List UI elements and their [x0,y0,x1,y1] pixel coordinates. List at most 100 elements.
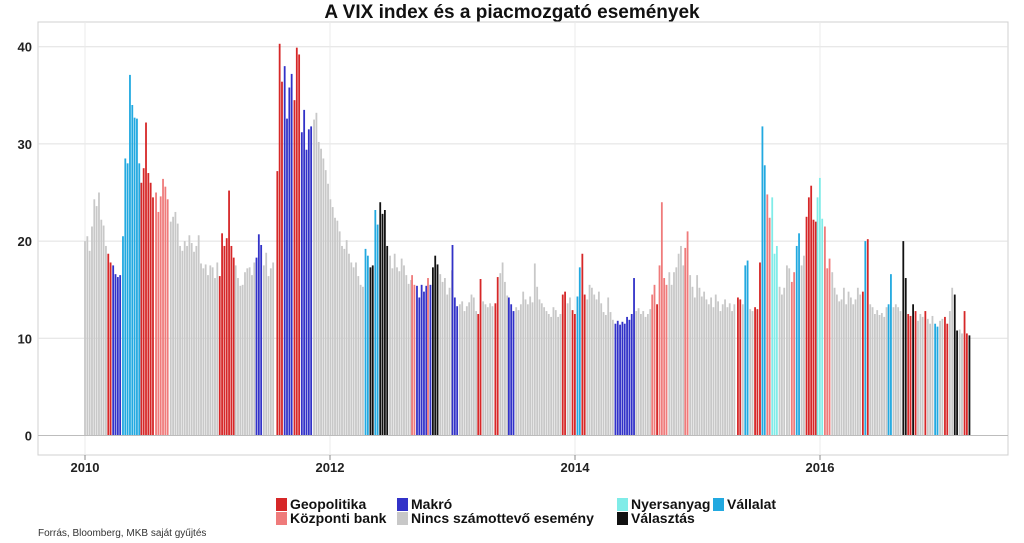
vix-bar [403,265,405,436]
vix-bar [350,262,353,436]
vix-bar [429,284,432,436]
vix-bar-chart: 0 10 20 30 40 2010 2012 2014 2016 [18,21,1009,475]
legend-swatch-geopolitika [276,497,287,511]
vix-bar [578,267,581,436]
vix-bar [576,296,579,436]
vix-bar [300,132,303,436]
vix-bar [446,294,449,436]
vix-bar [814,221,817,436]
vix-bar [583,294,586,436]
vix-bar [336,220,339,436]
vix-bar [807,197,810,436]
vix-bar [324,170,327,436]
vix-bar [778,286,781,436]
vix-bar [468,302,471,436]
vix-bar [234,265,237,436]
vix-bar [288,87,291,436]
vix-bar [410,279,412,436]
legend-swatch-kozponti-bank [276,511,287,525]
vix-bar [357,276,360,436]
vix-bar [965,333,968,436]
vix-bar [155,192,157,436]
vix-bar [458,304,461,436]
vix-bar [828,258,831,436]
vix-bar [914,311,917,436]
vix-bar [257,234,260,436]
vix-bar [649,309,652,436]
vix-bar [124,158,127,436]
vix-bar [847,291,850,436]
vix-bar [269,268,272,436]
vix-bar [278,43,281,436]
vix-bar [800,265,803,436]
vix-bar [453,297,456,436]
vix-bar [600,303,603,436]
vix-bar [569,297,571,436]
vix-bar [885,307,888,436]
source-note: Forrás, Bloomberg, MKB saját gyűjtés [38,528,207,539]
vix-bar [470,294,473,436]
vix-bar [826,268,829,436]
vix-bar [465,306,468,436]
vix-bar [479,279,482,436]
vix-bar [441,281,444,436]
vix-bar [407,283,410,436]
vix-bar [963,311,966,436]
vix-bar [494,303,497,436]
vix-bar [607,297,610,436]
vix-bar [831,272,834,436]
x-tick-label: 2010 [71,460,100,475]
vix-bar [211,267,214,436]
vix-bar [805,216,808,436]
vix-bar [929,323,932,436]
legend-swatch-vallalat [713,497,724,511]
vix-bar [958,329,961,436]
vix-bar [591,287,593,436]
vix-bar [883,316,886,436]
vix-bar [540,303,543,436]
vix-bar [241,284,244,436]
legend-label-nincs: Nincs számottevő esemény [411,510,594,526]
vix-bar [221,233,223,436]
vix-bar [362,286,364,436]
vix-bar [214,278,216,436]
vix-bar [186,245,188,436]
vix-bar [751,311,754,436]
vix-bar [298,54,301,436]
vix-bar [374,210,377,436]
vix-bar [677,253,680,436]
vix-bar [604,314,607,436]
vix-bar [956,330,958,436]
legend-item-nincs: Nincs számottevő esemény [397,510,594,526]
vix-bar [887,304,890,436]
vix-bar [138,163,141,436]
vix-bar [561,294,564,436]
vix-bar [331,207,334,436]
vix-bar [550,316,553,436]
vix-bar [712,307,715,436]
vix-bar [866,239,869,436]
vix-bar [352,267,355,436]
vix-bar [290,73,293,436]
vix-bar [552,307,555,436]
vix-bar [904,278,907,436]
vix-bar [303,109,306,436]
vix-bar [593,294,596,436]
vix-bar [611,319,614,436]
vix-bar [389,255,391,436]
vix-bar [129,74,131,436]
vix-bar [533,263,536,436]
legend-item-kozponti-bank: Központi bank [276,510,386,526]
vix-bar [894,304,897,436]
vix-bar [749,309,752,436]
vix-bar [934,323,937,436]
vix-bar [619,324,621,436]
vix-bar [133,117,136,436]
vix-bar [635,311,638,436]
vix-bar [512,311,515,436]
vix-bar [660,202,663,436]
vix-bar [310,126,313,436]
vix-bar [897,307,900,436]
vix-bar [790,281,793,436]
vix-bar [684,247,687,436]
